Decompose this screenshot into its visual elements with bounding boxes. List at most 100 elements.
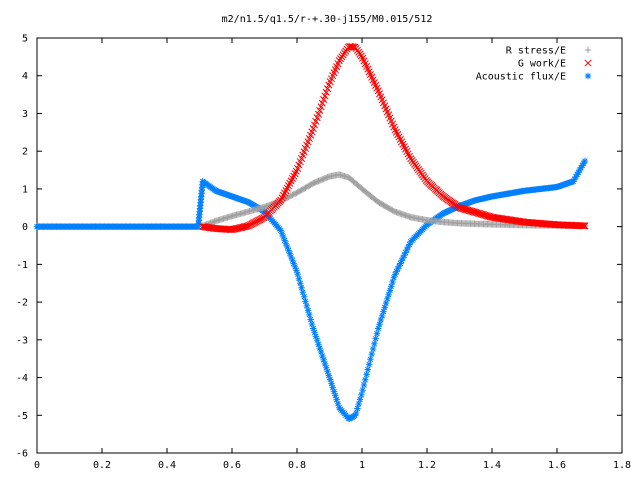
legend-marker [584, 59, 592, 67]
data-point [280, 233, 287, 241]
data-point [325, 372, 333, 379]
y-tick-label: -1 [16, 260, 28, 271]
data-point [465, 207, 473, 215]
data-point [356, 396, 364, 403]
data-point [375, 325, 382, 332]
data-point [459, 205, 467, 213]
data-point [571, 175, 578, 183]
data-point [478, 210, 486, 218]
data-point [580, 160, 587, 167]
data-point [362, 376, 369, 384]
data-point [320, 356, 327, 364]
series-1 [199, 42, 589, 234]
data-point [281, 237, 288, 244]
data-point [285, 247, 292, 254]
data-point [360, 381, 368, 389]
data-point [382, 299, 390, 307]
data-point [381, 304, 388, 311]
data-point [386, 287, 394, 294]
data-point [306, 311, 313, 319]
data-point [326, 376, 334, 383]
y-tick-label: 0 [22, 222, 28, 233]
data-point [577, 164, 585, 171]
data-point [402, 249, 409, 256]
data-point [332, 392, 339, 399]
data-point [460, 205, 468, 213]
data-point [581, 222, 589, 230]
data-point [302, 298, 309, 305]
data-point [466, 207, 475, 215]
x-tick-label: 1.4 [483, 460, 501, 471]
legend-marker [584, 72, 592, 80]
x-tick-label: 1.8 [613, 460, 631, 471]
plot-area: 0 0.2 0.4 0.6 0.8 1 1.2 1.4 1.6 1.8 5 4 3 2 1 0 -1 -2 -3 -4… [16, 34, 631, 472]
data-point [330, 388, 338, 395]
y-tick-label: -5 [16, 411, 28, 422]
data-point [403, 246, 411, 254]
data-point [390, 274, 398, 281]
data-point [329, 384, 336, 391]
data-point [388, 283, 395, 290]
data-point [284, 243, 291, 251]
data-point [570, 178, 577, 185]
data-point [483, 212, 492, 220]
x-tick-label: 0.8 [288, 460, 306, 471]
data-point [282, 240, 290, 247]
y-tick-label: 3 [22, 109, 28, 120]
data-point [406, 241, 413, 248]
data-point [456, 204, 464, 212]
data-point [372, 335, 379, 342]
data-point [369, 345, 377, 353]
data-point [291, 263, 299, 271]
data-point [581, 157, 589, 165]
x-tick-label: 0 [34, 460, 40, 471]
y-tick-label: 4 [22, 71, 28, 82]
data-point [308, 320, 316, 328]
data-point [278, 230, 286, 237]
y-tick-label: -3 [16, 335, 28, 346]
x-tick-label: 1.6 [548, 460, 566, 471]
data-point [472, 208, 480, 217]
x-tick-label: 0.4 [158, 460, 176, 471]
data-point [312, 333, 320, 340]
data-point [359, 386, 366, 394]
data-point [298, 284, 305, 291]
data-point [474, 209, 482, 217]
data-point [399, 254, 407, 262]
data-point [398, 257, 405, 264]
data-point [401, 252, 408, 259]
data-point [476, 210, 484, 218]
legend-label: Acoustic flux/E [476, 72, 566, 83]
y-tick-label: 2 [22, 147, 28, 158]
data-point [373, 330, 381, 337]
data-point [333, 396, 340, 403]
data-point [293, 267, 300, 274]
data-point [579, 162, 586, 169]
data-point [290, 260, 297, 267]
data-point [315, 340, 322, 348]
series-2 [33, 157, 589, 422]
data-point [297, 280, 304, 287]
data-point [457, 204, 466, 212]
data-point [334, 400, 342, 407]
data-point [461, 205, 469, 214]
data-point [364, 366, 372, 373]
data-point [470, 208, 479, 216]
data-point [380, 308, 387, 315]
data-point [294, 270, 301, 278]
data-point [578, 222, 586, 230]
data-point [304, 307, 312, 314]
data-point [310, 325, 317, 332]
data-point [469, 208, 477, 216]
x-tick-label: 0.6 [223, 460, 241, 471]
data-point [395, 262, 403, 270]
y-tick-label: -6 [16, 449, 28, 460]
data-point [286, 250, 294, 257]
data-point [481, 211, 489, 219]
data-point [404, 243, 412, 251]
data-point [580, 222, 588, 230]
data-point [384, 295, 391, 303]
data-point [328, 380, 335, 387]
data-point [576, 166, 583, 174]
